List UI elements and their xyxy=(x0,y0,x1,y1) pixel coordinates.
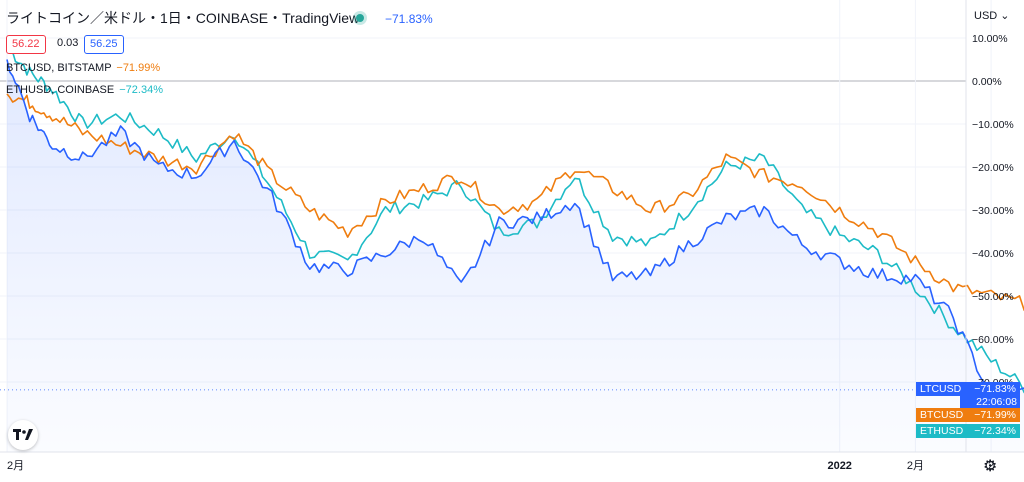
y-tick-label: −10.00% xyxy=(972,119,1014,131)
tag-series-value: −71.99% xyxy=(974,409,1016,421)
ohlc-spread-value: 0.03 xyxy=(57,37,79,49)
legend-series-name: BTCUSD, BITSTAMP xyxy=(6,62,112,74)
y-tick-label: −50.00% xyxy=(972,291,1014,303)
chevron-down-icon: ⌄ xyxy=(1000,10,1010,22)
y-tick-label: −60.00% xyxy=(972,334,1014,346)
tag-series-name: ETHUSD xyxy=(920,425,964,437)
y-tick-label: −40.00% xyxy=(972,248,1014,260)
x-tick-label: 2月 xyxy=(907,460,924,472)
last-value-tag-btcusd: BTCUSD −71.99% xyxy=(916,408,1020,422)
y-tick-label: −20.00% xyxy=(972,162,1014,174)
series-area-ltcusd xyxy=(7,59,1024,452)
header-change-pct: −71.83% xyxy=(385,12,433,26)
tag-series-value: −71.83% xyxy=(974,383,1016,395)
series-line-ltcusd[interactable] xyxy=(6,59,1024,426)
y-tick-label: 10.00% xyxy=(972,33,1008,45)
tag-series-value: −72.34% xyxy=(974,425,1016,437)
series-line-ethusd[interactable] xyxy=(6,46,1024,401)
x-tick-label: 2022 xyxy=(827,460,851,472)
ohlc-buy-value[interactable]: 56.25 xyxy=(84,35,124,54)
ohlc-sell-value[interactable]: 56.22 xyxy=(6,35,46,54)
tag-series-name: LTCUSD xyxy=(920,383,962,395)
x-tick-label: 2月 xyxy=(7,460,24,472)
bar-countdown: 22:06:08 xyxy=(960,396,1020,409)
legend-series-name: ETHUSD, COINBASE xyxy=(6,84,115,96)
tradingview-logo-icon[interactable] xyxy=(8,420,38,450)
currency-selector[interactable]: USD ⌄ xyxy=(974,9,1010,22)
y-tick-label: −30.00% xyxy=(972,205,1014,217)
legend-series-pct: −71.99% xyxy=(116,62,161,74)
y-tick-label: 0.00% xyxy=(972,76,1002,88)
x-tick-label: 2 xyxy=(988,460,994,472)
legend-item-ethusd[interactable]: ETHUSD, COINBASE −72.34% xyxy=(6,84,163,96)
last-value-tag-ethusd: ETHUSD −72.34% xyxy=(916,424,1020,438)
chart-title: ライトコイン／米ドル・1日・COINBASE・TradingView xyxy=(6,10,360,26)
tag-series-name: BTCUSD xyxy=(920,409,964,421)
last-value-tag-ltcusd: LTCUSD −71.83% xyxy=(916,382,1020,396)
currency-label: USD xyxy=(974,10,998,22)
series-line-btcusd[interactable] xyxy=(6,93,1024,391)
live-status-icon xyxy=(356,14,364,22)
legend-series-pct: −72.34% xyxy=(119,84,163,96)
tradingview-logo-glyph xyxy=(13,429,33,440)
legend-item-btcusd[interactable]: BTCUSD, BITSTAMP −71.99% xyxy=(6,62,160,74)
gear-icon[interactable]: ⚙ xyxy=(983,458,998,475)
